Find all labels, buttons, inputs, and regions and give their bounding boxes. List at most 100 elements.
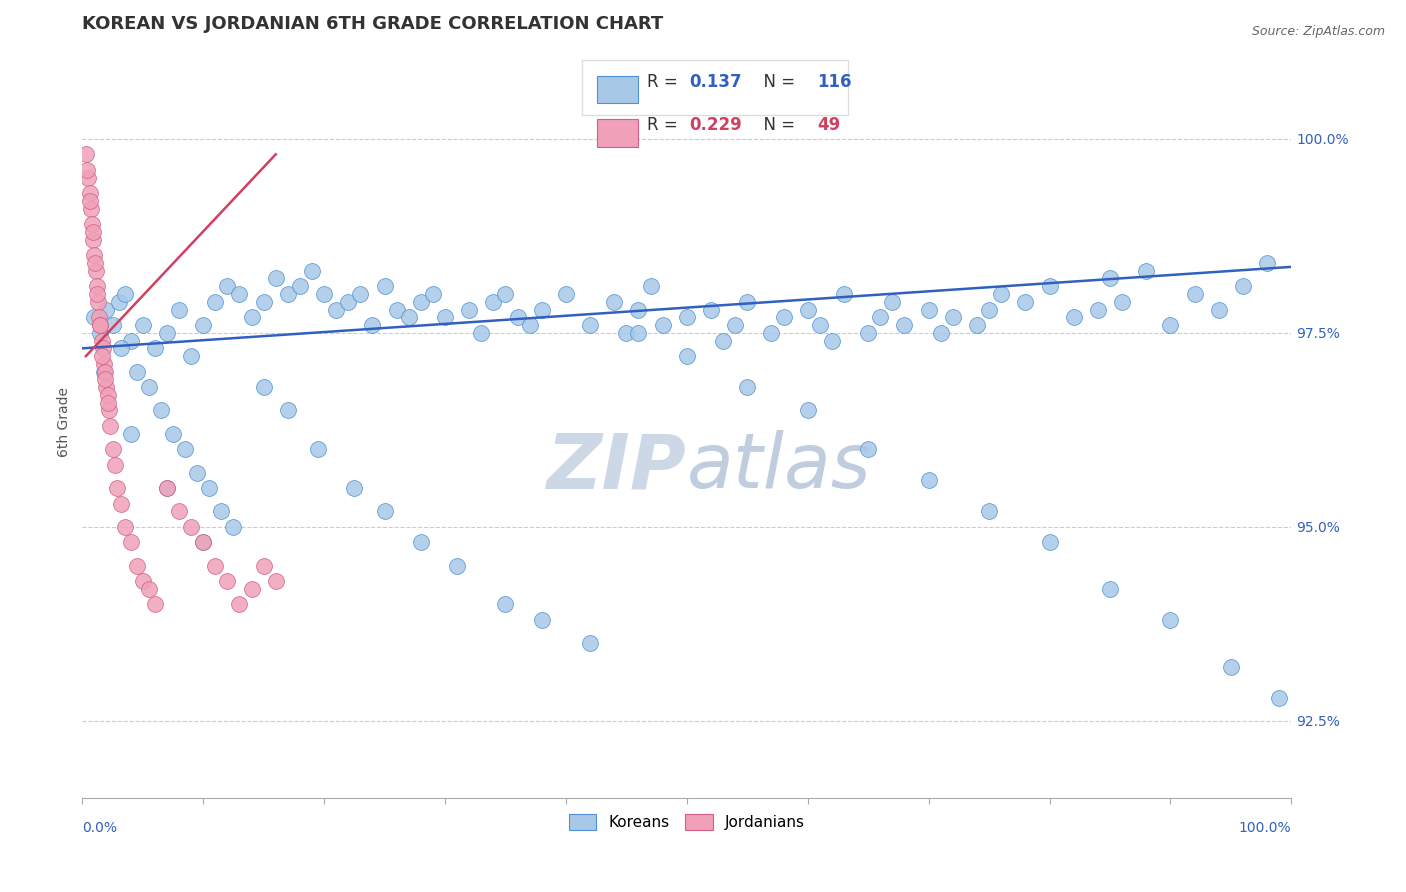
Point <box>494 287 516 301</box>
Point <box>990 287 1012 301</box>
Point <box>307 442 329 457</box>
Point <box>711 334 734 348</box>
Point <box>942 310 965 325</box>
Point <box>614 326 637 340</box>
Point <box>735 380 758 394</box>
Text: 49: 49 <box>817 117 841 135</box>
Point <box>470 326 492 340</box>
Point <box>337 294 360 309</box>
Point <box>735 294 758 309</box>
Text: 0.137: 0.137 <box>689 73 742 91</box>
Point <box>277 287 299 301</box>
Point <box>89 326 111 340</box>
Point <box>796 403 818 417</box>
Point <box>222 520 245 534</box>
Point <box>494 598 516 612</box>
Point <box>180 520 202 534</box>
Point <box>86 287 108 301</box>
Point <box>1038 279 1060 293</box>
Point <box>94 365 117 379</box>
Point <box>579 636 602 650</box>
Point <box>84 256 107 270</box>
Point <box>193 535 215 549</box>
Point <box>385 302 408 317</box>
Point <box>83 310 105 325</box>
Point <box>240 310 263 325</box>
Point <box>97 388 120 402</box>
Point <box>138 380 160 394</box>
Point <box>530 302 553 317</box>
Text: R =: R = <box>647 117 683 135</box>
Point <box>167 302 190 317</box>
Point <box>1256 256 1278 270</box>
Point <box>1232 279 1254 293</box>
Point <box>156 326 179 340</box>
Point <box>149 403 172 417</box>
Point <box>554 287 576 301</box>
Point <box>217 574 239 589</box>
Point <box>217 279 239 293</box>
Point <box>458 302 481 317</box>
Point <box>361 318 384 332</box>
Point <box>143 342 166 356</box>
Point <box>253 558 276 573</box>
Point <box>101 442 124 457</box>
Point <box>167 504 190 518</box>
Point <box>1063 310 1085 325</box>
Point <box>1219 659 1241 673</box>
Point <box>204 558 226 573</box>
Point <box>482 294 505 309</box>
Point <box>374 504 396 518</box>
Point <box>1111 294 1133 309</box>
Point <box>917 473 939 487</box>
Point <box>193 318 215 332</box>
Point <box>1208 302 1230 317</box>
Point <box>156 481 179 495</box>
Point <box>627 326 650 340</box>
Point <box>917 302 939 317</box>
Point <box>1098 271 1121 285</box>
Point <box>1268 690 1291 705</box>
Point <box>1038 535 1060 549</box>
Point <box>204 294 226 309</box>
Y-axis label: 6th Grade: 6th Grade <box>58 387 72 457</box>
Point <box>156 481 179 495</box>
Text: atlas: atlas <box>686 430 872 504</box>
Point <box>1184 287 1206 301</box>
Point <box>977 302 1000 317</box>
Point <box>398 310 420 325</box>
Point <box>228 598 250 612</box>
Point <box>446 558 468 573</box>
Point <box>174 442 197 457</box>
Point <box>105 481 128 495</box>
Point <box>796 302 818 317</box>
Point <box>110 497 132 511</box>
Point <box>120 334 142 348</box>
Point <box>1014 294 1036 309</box>
Point <box>264 574 287 589</box>
Point <box>1159 613 1181 627</box>
Point <box>603 294 626 309</box>
Text: 100.0%: 100.0% <box>1239 822 1291 836</box>
Point <box>832 287 855 301</box>
Point <box>180 349 202 363</box>
FancyBboxPatch shape <box>598 120 638 146</box>
Point <box>856 442 879 457</box>
Point <box>143 598 166 612</box>
Point <box>120 535 142 549</box>
Point <box>700 302 723 317</box>
Point <box>675 349 697 363</box>
Point <box>193 535 215 549</box>
Point <box>314 287 336 301</box>
Point <box>82 233 104 247</box>
Point <box>808 318 831 332</box>
Text: Source: ZipAtlas.com: Source: ZipAtlas.com <box>1251 25 1385 38</box>
Point <box>772 310 794 325</box>
Point <box>98 419 121 434</box>
Point <box>186 466 208 480</box>
Point <box>125 365 148 379</box>
Point <box>761 326 783 340</box>
Point <box>422 287 444 301</box>
Point <box>977 504 1000 518</box>
Text: 0.229: 0.229 <box>689 117 742 135</box>
